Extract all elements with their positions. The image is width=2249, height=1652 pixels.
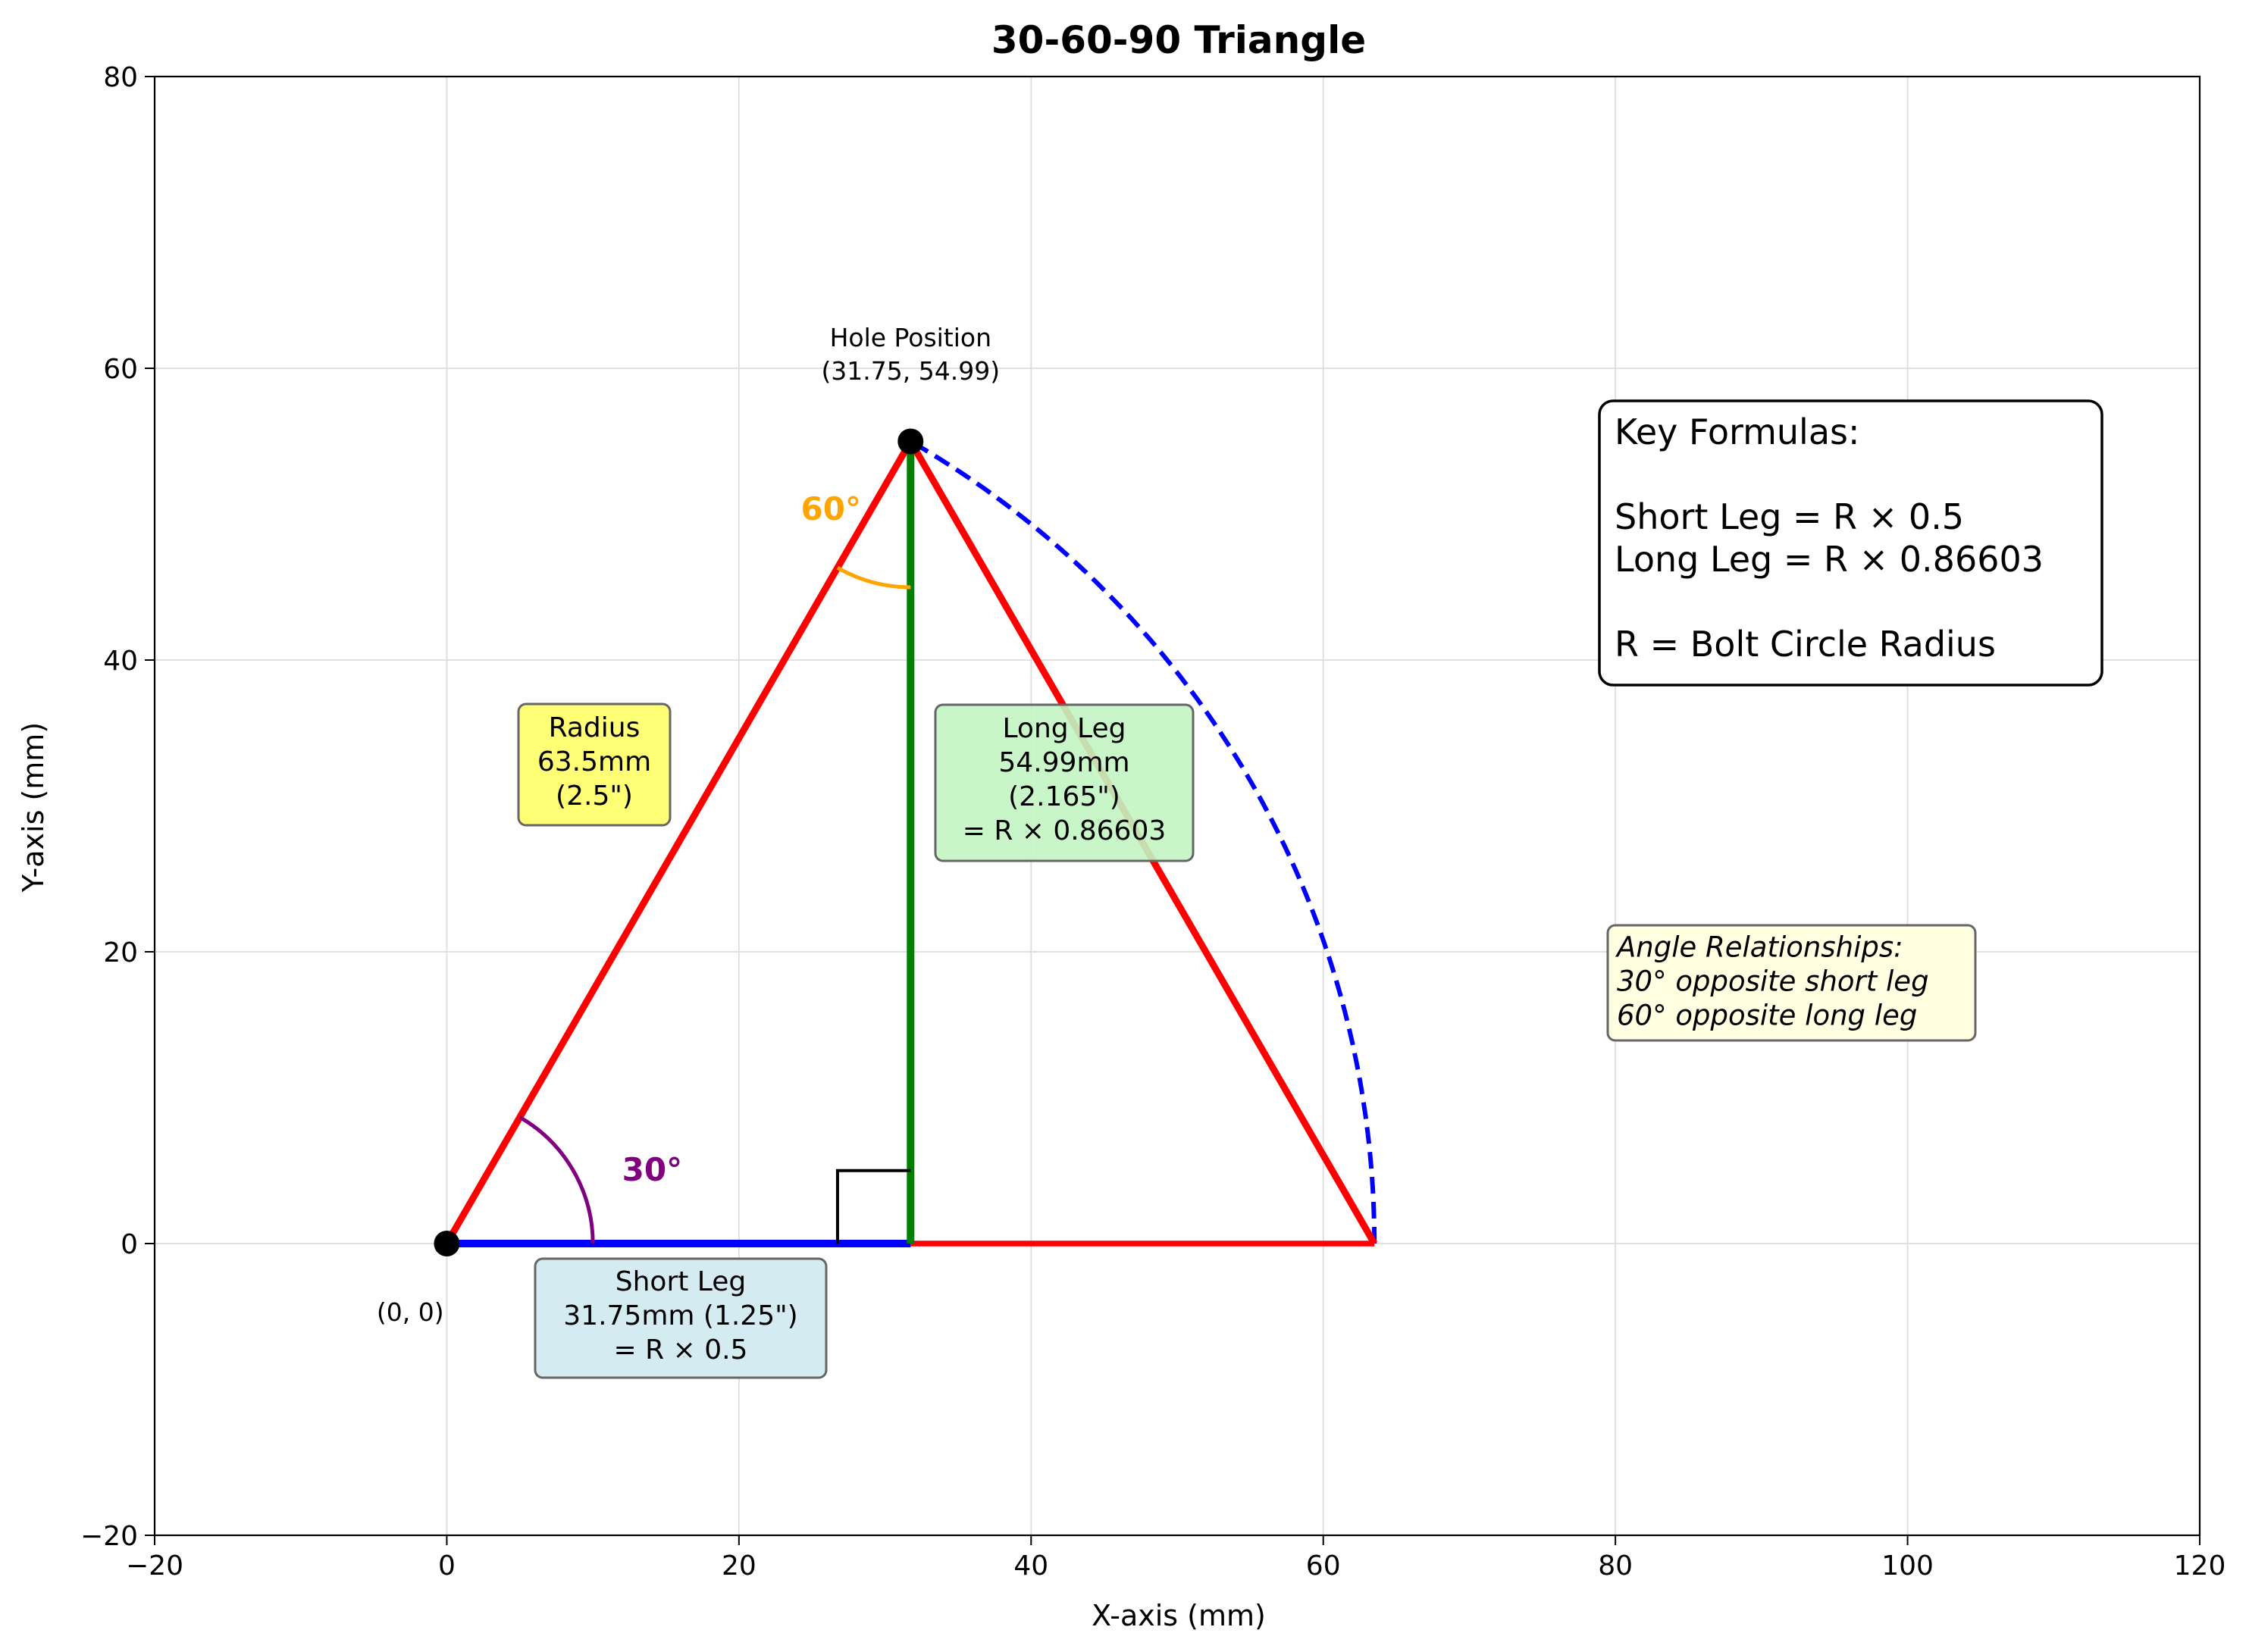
angle-relationships-box-bg bbox=[1606, 924, 1977, 1042]
y-tick-label: −20 bbox=[80, 1521, 138, 1552]
radius-annotation-bg bbox=[517, 702, 672, 827]
long-leg-annotation-line: 54.99mm bbox=[998, 747, 1129, 778]
hole-position-label: Hole Position bbox=[830, 323, 991, 352]
hole-position-point bbox=[897, 428, 924, 455]
y-tick-label: 0 bbox=[121, 1229, 138, 1260]
radius-line bbox=[443, 440, 914, 1246]
radius-annotation-line: 63.5mm bbox=[537, 746, 651, 778]
bolt-circle-arc bbox=[909, 439, 1377, 1244]
key-formulas-box-line: R = Bolt Circle Radius bbox=[1615, 624, 1996, 665]
angle-relationships-box: Angle Relationships:30° opposite short l… bbox=[1606, 924, 1977, 1042]
angle-60-arc bbox=[836, 565, 911, 590]
x-tick-label: −20 bbox=[126, 1550, 183, 1582]
angle-relationships-box-line: 30° opposite short leg bbox=[1617, 965, 1929, 998]
plot-area: 30° 60° (0, 0) Hole Position (31.75, 54.99) R… bbox=[377, 323, 2103, 1379]
long-leg-annotation-line: (2.165") bbox=[1008, 781, 1120, 812]
y-tick-label: 20 bbox=[103, 937, 138, 968]
x-tick-label: 120 bbox=[2174, 1550, 2226, 1582]
x-tick-label: 100 bbox=[1881, 1550, 1934, 1582]
short-leg-annotation-line: = R × 0.5 bbox=[614, 1334, 748, 1366]
chart-title: 30-60-90 Triangle bbox=[991, 18, 1366, 62]
key-formulas-box-bg bbox=[1598, 399, 2103, 687]
angle-30-arc bbox=[518, 1115, 595, 1244]
short-leg-annotation-bg bbox=[534, 1257, 828, 1379]
key-formulas-box-line: Key Formulas: bbox=[1615, 411, 1859, 452]
radius-annotation-line: (2.5") bbox=[556, 781, 633, 812]
short-leg-annotation-line: 31.75mm (1.25") bbox=[563, 1300, 797, 1331]
x-tick-label: 20 bbox=[722, 1550, 756, 1582]
x-tick-label: 80 bbox=[1598, 1550, 1633, 1582]
axis-ticks: −20 0 20 40 60 80 100 120 −20 0 20 40 60 80 bbox=[80, 62, 2226, 1582]
origin-label: (0, 0) bbox=[377, 1297, 444, 1327]
angle-30-label: 30° bbox=[622, 1151, 682, 1188]
y-tick-label: 40 bbox=[103, 646, 138, 677]
long-leg-annotation-bg bbox=[934, 703, 1195, 862]
hole-position-label: (31.75, 54.99) bbox=[821, 356, 1000, 386]
key-formulas-box-line: Long Leg = R × 0.86603 bbox=[1615, 539, 2044, 580]
long-leg-annotation-line: = R × 0.86603 bbox=[963, 815, 1167, 846]
x-tick-label: 40 bbox=[1013, 1550, 1048, 1582]
long-leg-annotation-line: Long Leg bbox=[1003, 713, 1126, 744]
right-angle-marker bbox=[835, 1169, 911, 1244]
x-axis-label: X-axis (mm) bbox=[1092, 1599, 1266, 1632]
short-leg-annotation-line: Short Leg bbox=[615, 1266, 746, 1297]
y-tick-label: 80 bbox=[103, 62, 138, 93]
radius-annotation-line: Radius bbox=[549, 712, 641, 743]
origin-point bbox=[434, 1231, 460, 1256]
angle-relationships-box-line: 60° opposite long leg bbox=[1617, 1000, 1917, 1032]
y-tick-label: 60 bbox=[103, 354, 138, 385]
x-tick-label: 60 bbox=[1306, 1550, 1341, 1582]
key-formulas-box-line: Short Leg = R × 0.5 bbox=[1615, 496, 1964, 537]
angle-60-label: 60° bbox=[801, 490, 861, 527]
axes-frame bbox=[153, 75, 2201, 1537]
y-axis-label: Y-axis (mm) bbox=[17, 722, 50, 893]
angle-relationships-box-line: Angle Relationships: bbox=[1615, 931, 1903, 964]
x-tick-label: 0 bbox=[438, 1550, 456, 1582]
